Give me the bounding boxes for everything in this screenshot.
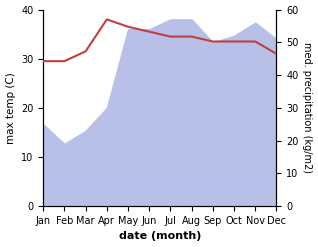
Y-axis label: max temp (C): max temp (C) — [5, 72, 16, 144]
X-axis label: date (month): date (month) — [119, 231, 201, 242]
Y-axis label: med. precipitation (kg/m2): med. precipitation (kg/m2) — [302, 42, 313, 173]
